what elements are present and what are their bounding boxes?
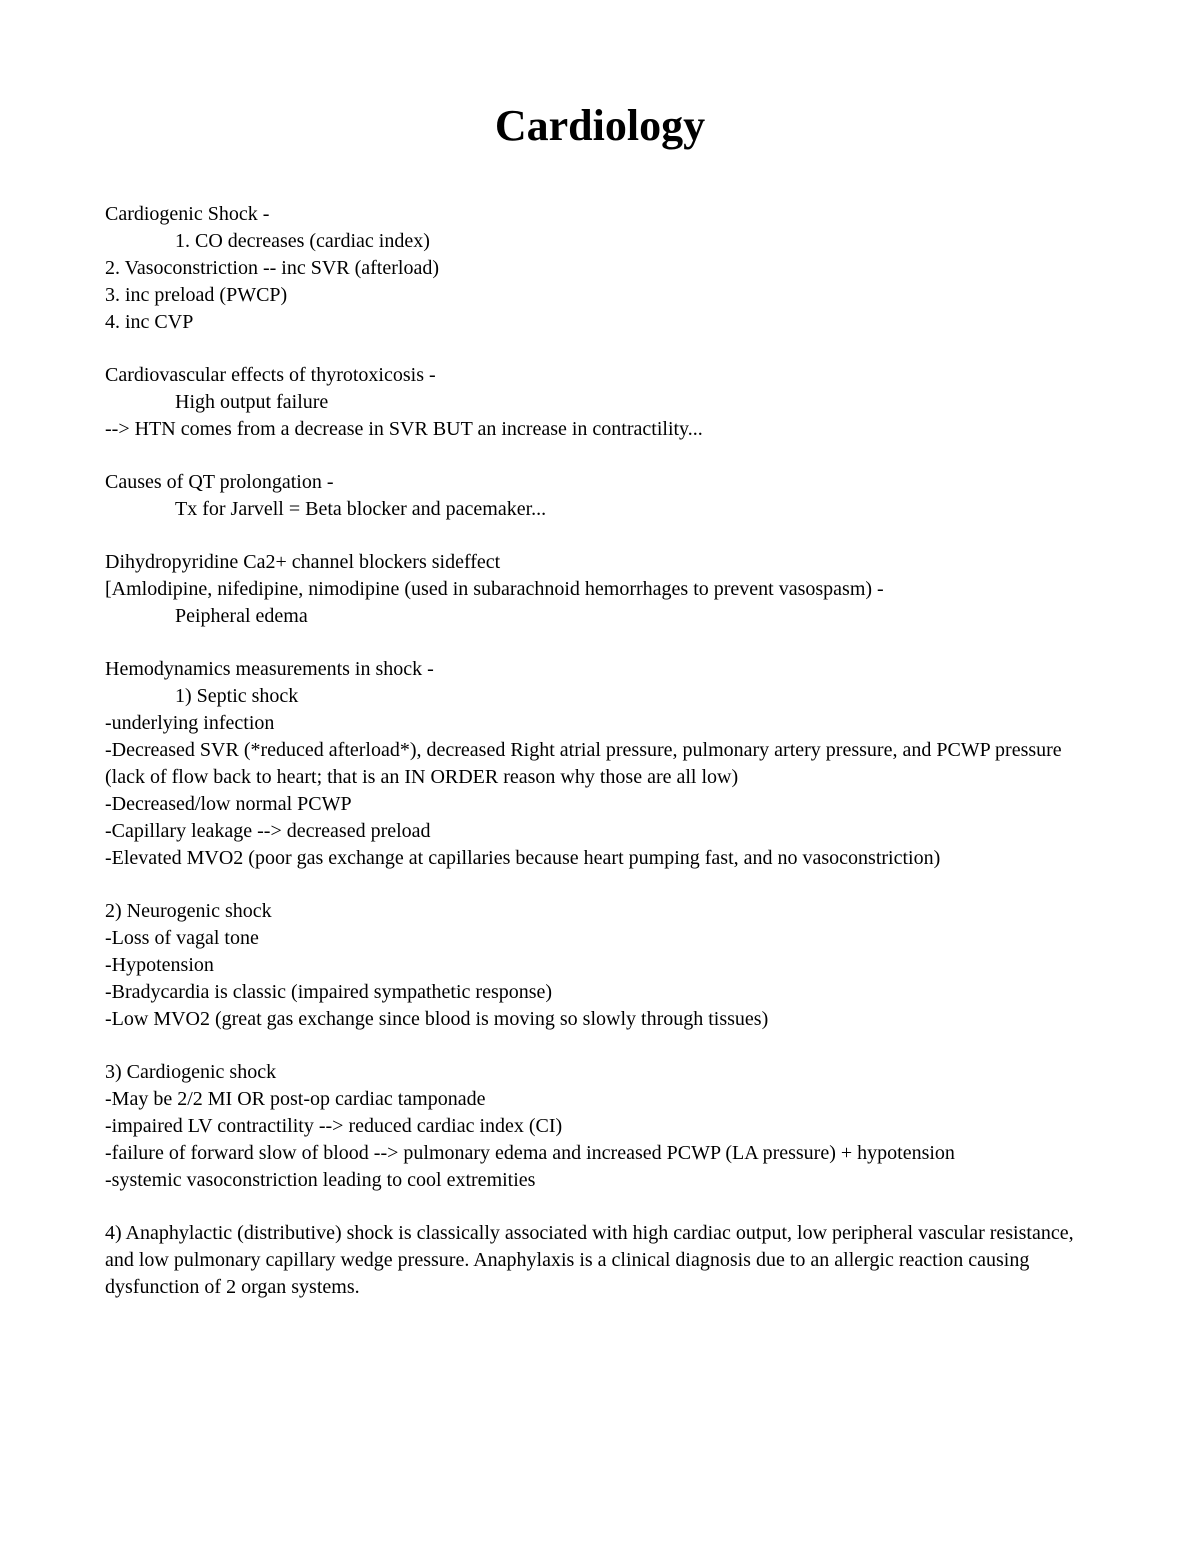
body-line: -Low MVO2 (great gas exchange since bloo… <box>105 1006 1095 1033</box>
section-header: Dihydropyridine Ca2+ channel blockers si… <box>105 549 1095 576</box>
section-neurogenic-shock: 2) Neurogenic shock -Loss of vagal tone … <box>105 898 1095 1033</box>
body-line: -May be 2/2 MI OR post-op cardiac tampon… <box>105 1086 1095 1113</box>
body-line: High output failure <box>105 389 1095 416</box>
section-thyrotoxicosis: Cardiovascular effects of thyrotoxicosis… <box>105 362 1095 443</box>
body-line: 3. inc preload (PWCP) <box>105 282 1095 309</box>
page-title: Cardiology <box>105 100 1095 151</box>
body-line: [Amlodipine, nifedipine, nimodipine (use… <box>105 576 1095 603</box>
section-anaphylactic-shock: 4) Anaphylactic (distributive) shock is … <box>105 1220 1095 1301</box>
body-line: -Decreased SVR (*reduced afterload*), de… <box>105 737 1095 791</box>
section-hemodynamics-septic: Hemodynamics measurements in shock - 1) … <box>105 656 1095 872</box>
section-header: Cardiogenic Shock - <box>105 201 1095 228</box>
body-line: 4. inc CVP <box>105 309 1095 336</box>
body-line: 1) Septic shock <box>105 683 1095 710</box>
section-qt-prolongation: Causes of QT prolongation - Tx for Jarve… <box>105 469 1095 523</box>
body-line: -underlying infection <box>105 710 1095 737</box>
document-content: Cardiogenic Shock - 1. CO decreases (car… <box>105 201 1095 1301</box>
body-line: Tx for Jarvell = Beta blocker and pacema… <box>105 496 1095 523</box>
body-line: -Loss of vagal tone <box>105 925 1095 952</box>
body-line: --> HTN comes from a decrease in SVR BUT… <box>105 416 1095 443</box>
section-cardiogenic-shock: Cardiogenic Shock - 1. CO decreases (car… <box>105 201 1095 336</box>
section-header: 3) Cardiogenic shock <box>105 1059 1095 1086</box>
section-header: Cardiovascular effects of thyrotoxicosis… <box>105 362 1095 389</box>
body-line: -Bradycardia is classic (impaired sympat… <box>105 979 1095 1006</box>
section-header: Hemodynamics measurements in shock - <box>105 656 1095 683</box>
section-header: Causes of QT prolongation - <box>105 469 1095 496</box>
body-line: 2. Vasoconstriction -- inc SVR (afterloa… <box>105 255 1095 282</box>
section-cardiogenic-shock-2: 3) Cardiogenic shock -May be 2/2 MI OR p… <box>105 1059 1095 1194</box>
section-header: 4) Anaphylactic (distributive) shock is … <box>105 1220 1095 1301</box>
body-line: -Decreased/low normal PCWP <box>105 791 1095 818</box>
body-line: Peipheral edema <box>105 603 1095 630</box>
body-line: 1. CO decreases (cardiac index) <box>105 228 1095 255</box>
body-line: -Hypotension <box>105 952 1095 979</box>
body-line: -failure of forward slow of blood --> pu… <box>105 1140 1095 1167</box>
section-header: 2) Neurogenic shock <box>105 898 1095 925</box>
body-line: -Capillary leakage --> decreased preload <box>105 818 1095 845</box>
body-line: -systemic vasoconstriction leading to co… <box>105 1167 1095 1194</box>
body-line: -Elevated MVO2 (poor gas exchange at cap… <box>105 845 1095 872</box>
body-line: -impaired LV contractility --> reduced c… <box>105 1113 1095 1140</box>
section-dihydropyridine: Dihydropyridine Ca2+ channel blockers si… <box>105 549 1095 630</box>
